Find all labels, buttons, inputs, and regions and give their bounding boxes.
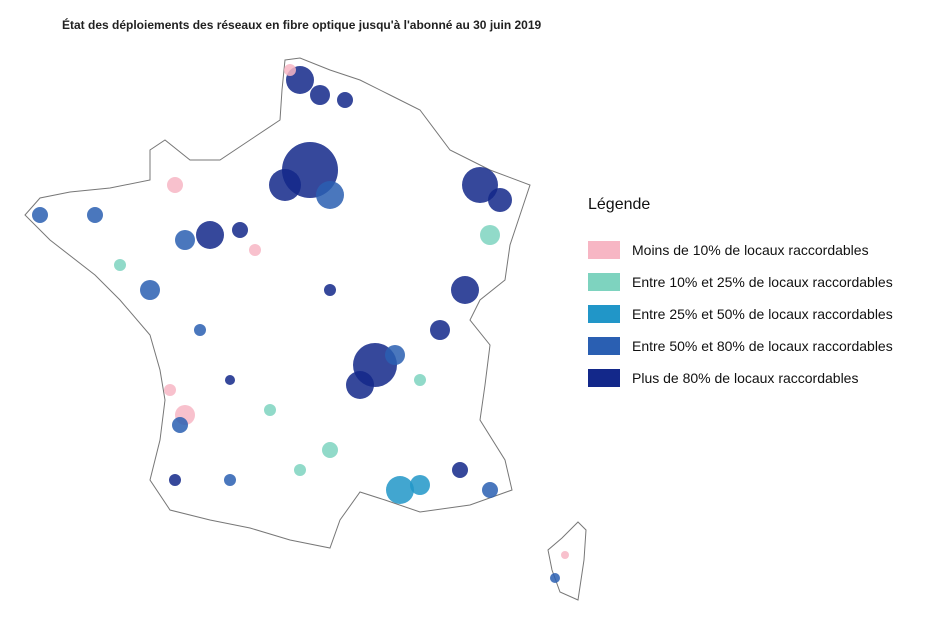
deployment-area — [430, 320, 450, 340]
deployment-area — [322, 442, 338, 458]
legend-swatch — [588, 241, 620, 259]
deployment-area — [451, 276, 479, 304]
france-outline — [24, 57, 531, 549]
deployment-area — [196, 221, 224, 249]
legend-item: Entre 50% et 80% de locaux raccordables — [588, 334, 918, 358]
deployment-area — [316, 181, 344, 209]
deployment-area — [452, 462, 468, 478]
deployment-area — [264, 404, 276, 416]
deployment-area — [284, 64, 296, 76]
deployment-area — [410, 475, 430, 495]
deployment-area — [194, 324, 206, 336]
deployment-area — [337, 92, 353, 108]
legend-label: Moins de 10% de locaux raccordables — [632, 242, 869, 258]
legend-items: Moins de 10% de locaux raccordables Entre… — [588, 238, 918, 390]
deployment-area — [249, 244, 261, 256]
deployment-area — [324, 284, 336, 296]
deployment-area — [480, 225, 500, 245]
legend-item: Moins de 10% de locaux raccordables — [588, 238, 918, 262]
deployment-area — [225, 375, 235, 385]
deployment-area — [482, 482, 498, 498]
deployment-areas — [32, 64, 569, 583]
deployment-area — [224, 474, 236, 486]
deployment-area — [175, 230, 195, 250]
deployment-area — [87, 207, 103, 223]
deployment-area — [550, 573, 560, 583]
deployment-area — [310, 85, 330, 105]
deployment-area — [414, 374, 426, 386]
legend-item: Plus de 80% de locaux raccordables — [588, 366, 918, 390]
legend-label: Plus de 80% de locaux raccordables — [632, 370, 859, 386]
legend-label: Entre 25% et 50% de locaux raccordables — [632, 306, 893, 322]
legend-swatch — [588, 273, 620, 291]
deployment-area — [232, 222, 248, 238]
deployment-area — [488, 188, 512, 212]
map-title: État des déploiements des réseaux en fib… — [62, 18, 542, 32]
deployment-area — [269, 169, 301, 201]
deployment-area — [32, 207, 48, 223]
legend-item: Entre 10% et 25% de locaux raccordables — [588, 270, 918, 294]
legend-label: Entre 50% et 80% de locaux raccordables — [632, 338, 893, 354]
legend-label: Entre 10% et 25% de locaux raccordables — [632, 274, 893, 290]
deployment-area — [385, 345, 405, 365]
deployment-area — [114, 259, 126, 271]
legend-title: Légende — [588, 196, 651, 213]
deployment-area — [167, 177, 183, 193]
deployment-area — [164, 384, 176, 396]
deployment-area — [294, 464, 306, 476]
legend-item: Entre 25% et 50% de locaux raccordables — [588, 302, 918, 326]
deployment-area — [140, 280, 160, 300]
deployment-area — [386, 476, 414, 504]
deployment-area — [169, 474, 181, 486]
deployment-area — [172, 417, 188, 433]
legend-swatch — [588, 337, 620, 355]
deployment-area — [346, 371, 374, 399]
legend-swatch — [588, 369, 620, 387]
corsica-outline — [547, 521, 587, 601]
deployment-area — [462, 167, 498, 203]
deployment-area — [561, 551, 569, 559]
legend-swatch — [588, 305, 620, 323]
legend: Légende Moins de 10% de locaux raccordab… — [588, 196, 918, 398]
